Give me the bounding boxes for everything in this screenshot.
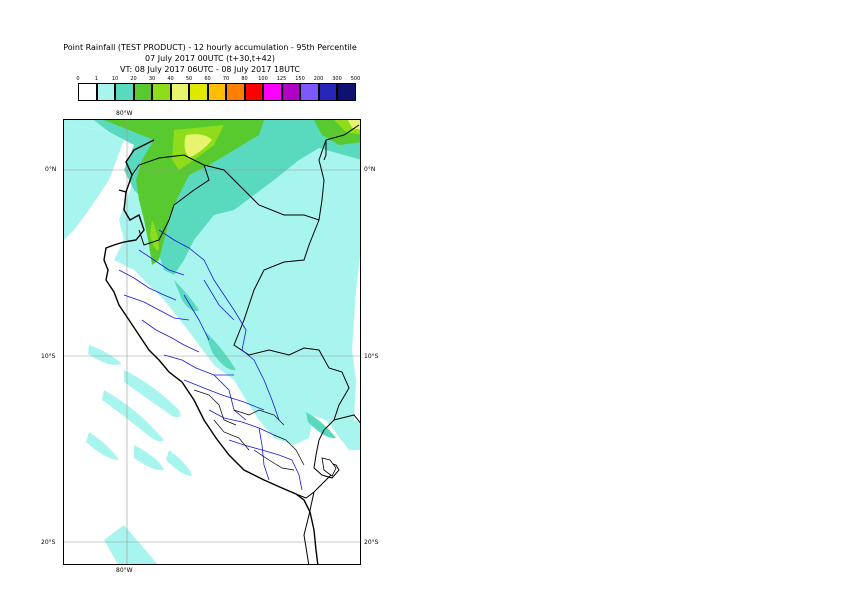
colorbar-swatch <box>78 83 97 101</box>
lat-label-left-10: 10°S <box>41 353 56 360</box>
rain-area-ocean-2 <box>124 370 181 418</box>
colorbar-tick-label: 125 <box>276 76 287 82</box>
colorbar-swatch <box>189 83 208 101</box>
rain-area-teal-4 <box>306 412 336 439</box>
colorbar-tick-label: 1 <box>94 76 99 82</box>
border-east-edge <box>333 414 360 424</box>
rain-area-teal-3 <box>204 330 236 371</box>
colorbar-tick-label: 70 <box>222 76 230 82</box>
border-bolivia <box>313 419 340 479</box>
rain-area-ocean-3 <box>102 390 164 442</box>
lat-label-left-0: 0°N <box>45 166 57 173</box>
map-title: Point Rainfall (TEST PRODUCT) - 12 hourl… <box>63 43 357 52</box>
valid-time: VT: 08 July 2017 06UTC - 08 July 2017 18… <box>120 65 300 74</box>
rain-area-yellow-2 <box>348 120 360 130</box>
lat-label-left-20: 20°S <box>41 539 56 546</box>
lat-label-right-0: 0°N <box>364 166 376 173</box>
colorbar-tick-label: 100 <box>258 76 268 82</box>
colorbar-tick-label: 50 <box>185 76 193 82</box>
rain-area-ocean-1 <box>64 125 124 240</box>
colorbar-swatch <box>115 83 134 101</box>
lake-titicaca <box>321 457 337 477</box>
colorbar-swatch <box>337 83 356 101</box>
rain-area-yellow <box>184 134 212 158</box>
colorbar-tick-label: 30 <box>148 76 156 82</box>
colorbar-tick-label: 10 <box>111 76 119 82</box>
colorbar-tick-label: 0 <box>76 76 80 82</box>
colorbar-swatch <box>300 83 319 101</box>
run-date: 07 July 2017 00UTC (t+30,t+42) <box>145 54 275 63</box>
colorbar-swatch <box>263 83 282 101</box>
lat-label-right-20: 20°S <box>364 539 379 546</box>
border-east-2 <box>323 140 327 161</box>
colorbar-swatch <box>207 83 226 101</box>
rain-area-ocean-4 <box>134 445 164 471</box>
colorbar-tick-label: 80 <box>241 76 248 82</box>
colorbar-tick-label: 300 <box>332 76 342 82</box>
colorbar-swatch <box>244 83 263 101</box>
lat-label-right-10: 10°S <box>364 353 379 360</box>
coastline-north <box>125 139 155 193</box>
colorbar-swatch <box>281 83 300 101</box>
rain-area-ocean-6 <box>104 525 158 564</box>
colorbar-swatch <box>152 83 171 101</box>
colorbar-tick-label: 500 <box>350 76 361 82</box>
border-ecuador <box>131 154 210 246</box>
map-canvas <box>64 120 360 564</box>
colorbar-swatch <box>133 83 152 101</box>
regional-boundaries <box>118 229 303 491</box>
colorbar-swatch <box>318 83 337 101</box>
colorbar-tick-label: 20 <box>130 76 137 82</box>
rain-area-teal-2 <box>174 280 199 312</box>
colorbar-swatch <box>96 83 115 101</box>
rain-area-light <box>64 120 360 450</box>
colorbar-tick-label: 40 <box>167 76 174 82</box>
rain-area-ocean-8 <box>88 345 122 365</box>
colorbar-swatch <box>170 83 189 101</box>
lon-label-top: 80°W <box>116 110 133 117</box>
colorbar-tick-label: 150 <box>295 76 305 82</box>
coastline <box>103 189 319 564</box>
colorbar-tick-label: 200 <box>313 76 324 82</box>
border-brazil-north <box>233 219 350 421</box>
lon-label-bottom: 80°W <box>116 567 133 574</box>
subregional-boundaries <box>193 389 305 471</box>
rain-area-ocean-7 <box>166 450 192 476</box>
rain-area-ocean-5 <box>86 432 119 460</box>
rain-area-southeast <box>334 420 360 450</box>
colorbar-swatch <box>226 83 245 101</box>
colorbar-tick-label: 60 <box>204 76 211 82</box>
rainfall-map <box>63 119 361 565</box>
border-chile <box>295 471 335 564</box>
